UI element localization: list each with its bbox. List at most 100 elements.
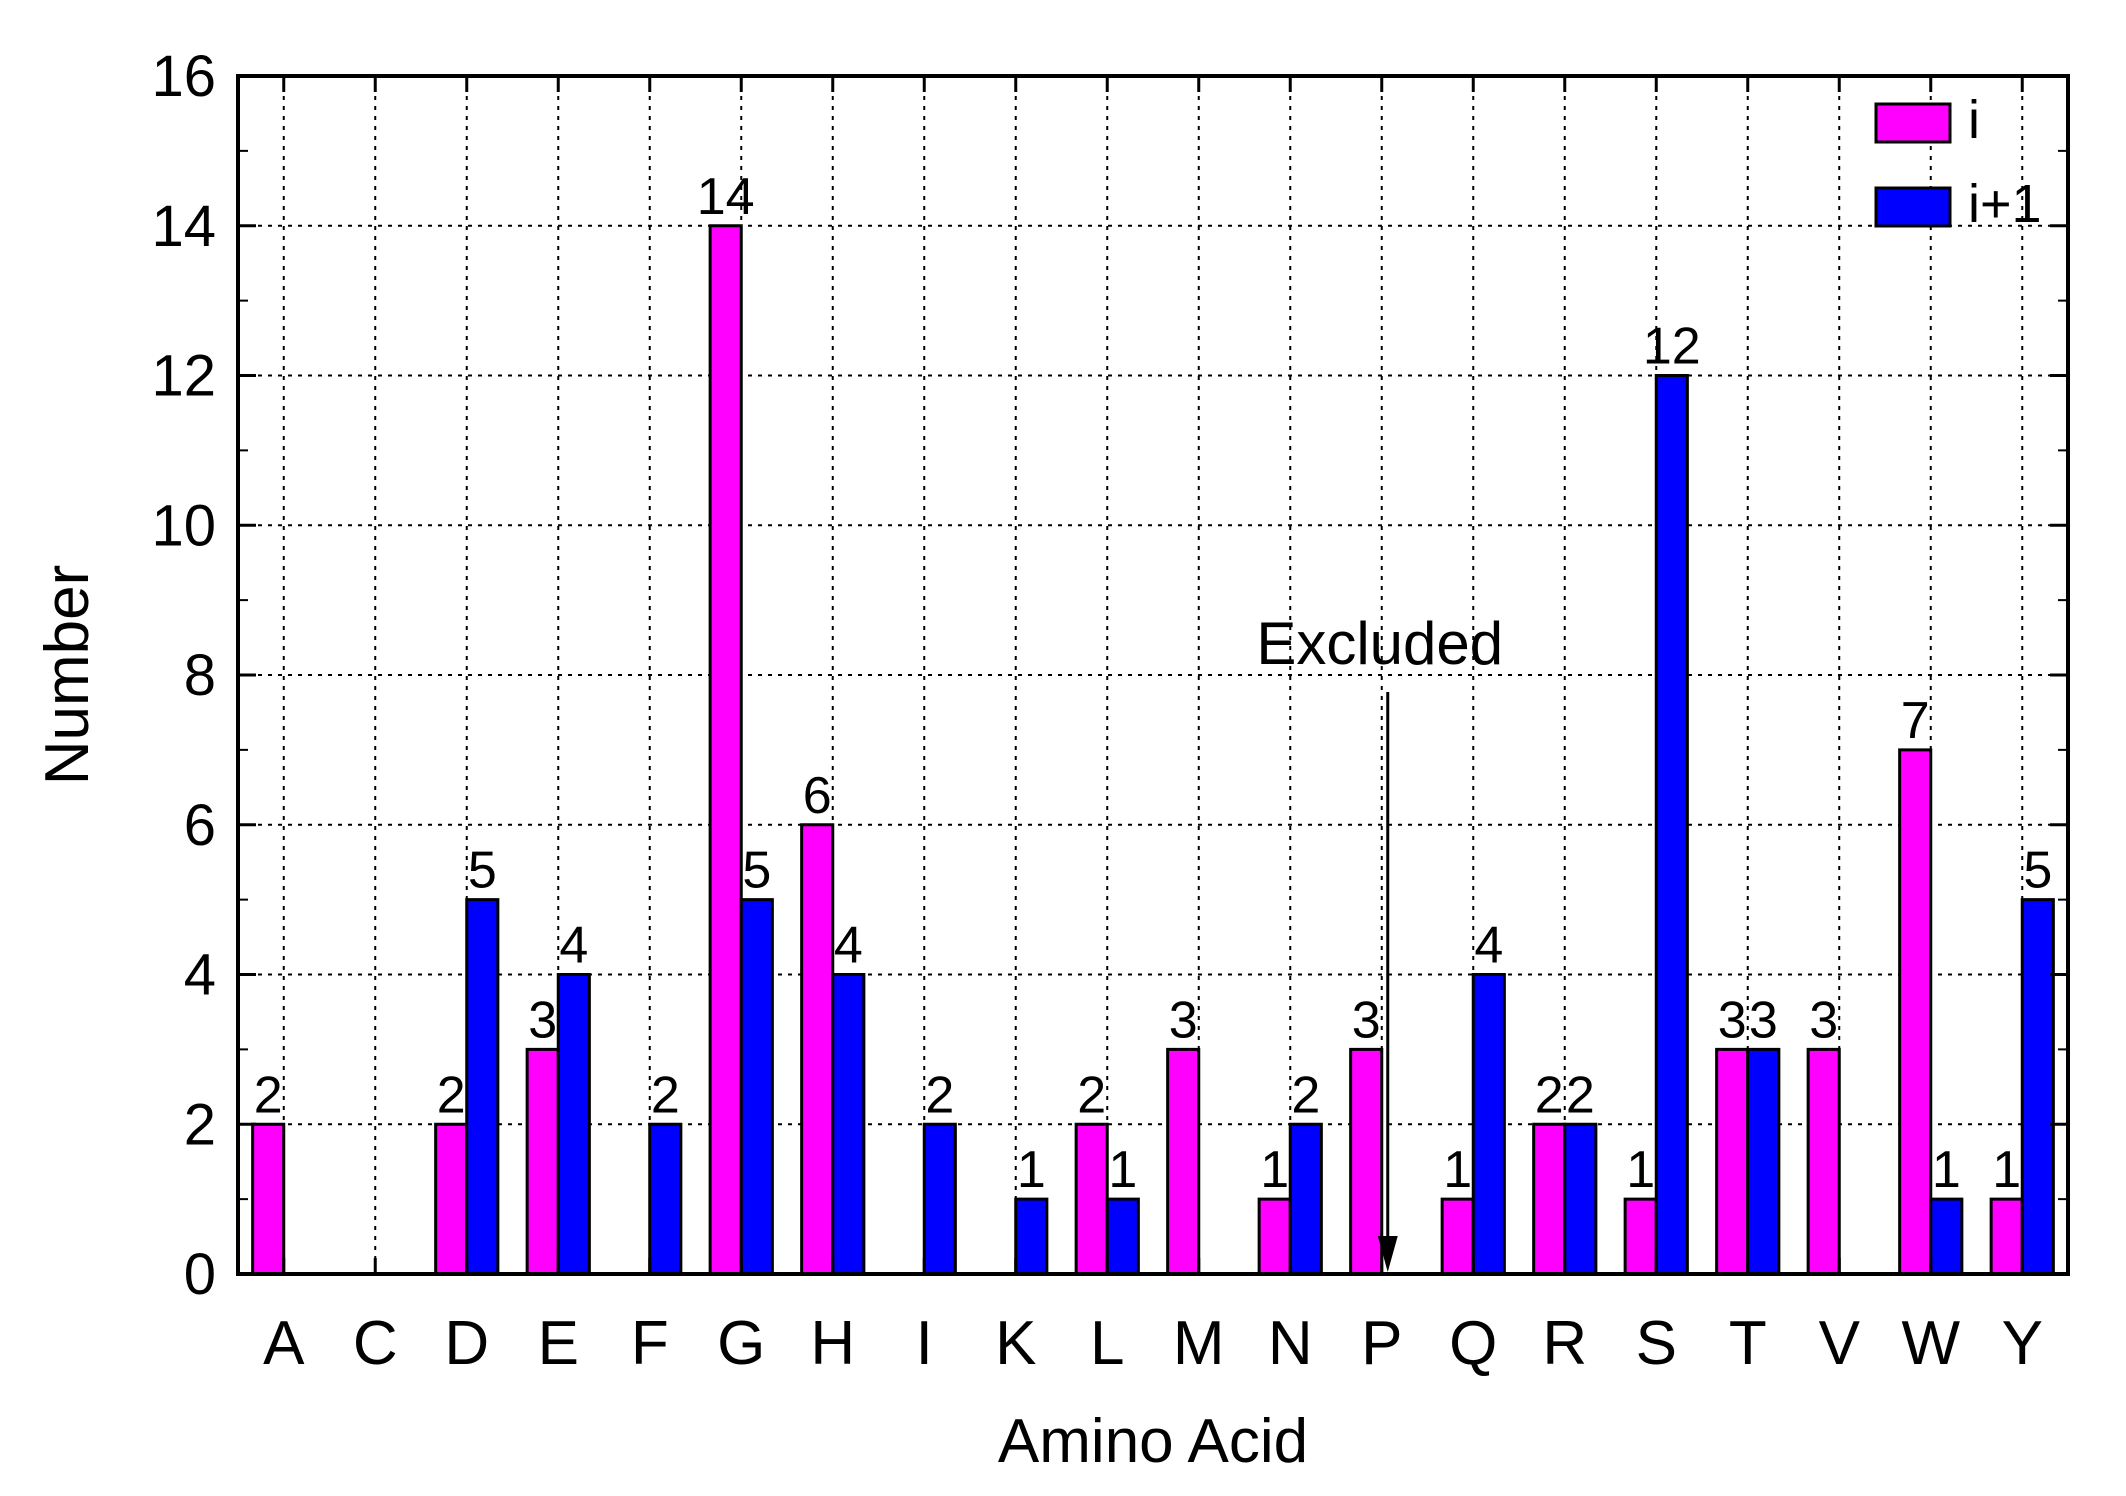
data-label: 3	[1749, 991, 1778, 1049]
data-label: 12	[1643, 318, 1701, 376]
data-label: 14	[697, 168, 755, 226]
data-label: 3	[1809, 991, 1838, 1049]
bar-i	[1532, 1122, 1567, 1276]
y-tick-label: 12	[151, 344, 216, 409]
x-tick-label: W	[1901, 1309, 1960, 1378]
data-label: 3	[1169, 991, 1198, 1049]
data-label: 2	[925, 1066, 954, 1124]
x-axis-title: Amino Acid	[998, 1407, 1308, 1476]
bar-i	[434, 1122, 469, 1276]
data-label: 7	[1901, 692, 1930, 750]
legend: i i+1	[1874, 90, 2042, 234]
bar-i-plus-1	[1014, 1197, 1049, 1276]
data-label: 4	[559, 917, 588, 975]
bar-i	[251, 1122, 286, 1276]
bar-i-plus-1	[1105, 1197, 1140, 1276]
x-tick-label: D	[444, 1309, 489, 1378]
x-tick-label: E	[538, 1309, 579, 1378]
bar-i	[1257, 1197, 1292, 1276]
x-tick-label: A	[263, 1309, 305, 1378]
x-tick-label: P	[1361, 1309, 1402, 1378]
bar-i-plus-1	[1654, 374, 1689, 1276]
x-tick-label: H	[810, 1309, 855, 1378]
bar-i	[1074, 1122, 1109, 1276]
x-tick-label: C	[353, 1309, 398, 1378]
bar-i-plus-1	[1563, 1122, 1598, 1276]
data-label: 1	[1626, 1141, 1655, 1199]
bar-i-plus-1	[1929, 1197, 1964, 1276]
data-label: 2	[1566, 1066, 1595, 1124]
data-label: 1	[1017, 1141, 1046, 1199]
y-tick-label: 2	[184, 1092, 216, 1157]
bar-i	[1166, 1047, 1201, 1276]
legend-swatch	[1874, 102, 1952, 144]
y-tick-label: 8	[184, 643, 216, 708]
plot-frame	[236, 74, 2070, 1276]
bar-i-plus-1	[739, 898, 774, 1276]
legend-label: i	[1968, 90, 1980, 150]
y-tick-label: 0	[184, 1242, 216, 1307]
x-tick-label: R	[1542, 1309, 1587, 1378]
bar-i	[525, 1047, 560, 1276]
data-label: 2	[437, 1066, 466, 1124]
bar-i	[708, 224, 743, 1276]
x-tick-label: M	[1173, 1309, 1225, 1378]
x-tick-label: I	[916, 1309, 933, 1378]
x-tick-label: G	[717, 1309, 765, 1378]
data-label: 1	[1260, 1141, 1289, 1199]
legend-swatch	[1874, 186, 1952, 228]
bar-i-plus-1	[465, 898, 500, 1276]
bar-i-plus-1	[648, 1122, 683, 1276]
bar-i-plus-1	[1288, 1122, 1323, 1276]
data-label: 1	[1932, 1141, 1961, 1199]
x-tick-label: Q	[1449, 1309, 1497, 1378]
data-label: 2	[1535, 1066, 1564, 1124]
bar-i	[1898, 748, 1933, 1276]
annotation: Excluded	[1256, 610, 1503, 1272]
annotation-label: Excluded	[1256, 610, 1503, 677]
data-label: 3	[1718, 991, 1747, 1049]
data-label: 2	[651, 1066, 680, 1124]
x-tick-label: L	[1090, 1309, 1124, 1378]
data-label: 3	[528, 991, 557, 1049]
bar-i-plus-1	[1746, 1047, 1781, 1276]
data-label: 5	[2023, 842, 2052, 900]
grid-lines	[238, 76, 2068, 1274]
y-tick-label: 14	[151, 194, 216, 259]
data-label: 4	[1474, 917, 1503, 975]
bar-i	[1440, 1197, 1475, 1276]
data-label: 2	[254, 1066, 283, 1124]
data-label: 1	[1992, 1141, 2021, 1199]
data-label: 3	[1352, 991, 1381, 1049]
data-label: 5	[468, 842, 497, 900]
y-tick-label: 6	[184, 793, 216, 858]
x-tick-label: K	[995, 1309, 1036, 1378]
data-label: 2	[1291, 1066, 1320, 1124]
x-tick-label: N	[1268, 1309, 1313, 1378]
x-tick-label: V	[1819, 1309, 1861, 1378]
bar-i	[1989, 1197, 2024, 1276]
data-label: 2	[1077, 1066, 1106, 1124]
bar-i-plus-1	[922, 1122, 957, 1276]
bar-i	[1349, 1047, 1384, 1276]
y-tick-label: 16	[151, 44, 216, 109]
bar-i	[1623, 1197, 1658, 1276]
bars	[251, 224, 2055, 1276]
bar-i-plus-1	[2020, 898, 2055, 1276]
x-tick-label: S	[1636, 1309, 1677, 1378]
x-tick-label: Y	[2002, 1309, 2043, 1378]
bar-i	[1715, 1047, 1750, 1276]
bar-i-plus-1	[831, 973, 866, 1276]
y-tick-label: 10	[151, 493, 216, 558]
bar-i-plus-1	[556, 973, 591, 1276]
y-axis-title: Number	[33, 565, 102, 786]
data-label: 1	[1443, 1141, 1472, 1199]
x-tick-label: T	[1729, 1309, 1767, 1378]
legend-label: i+1	[1968, 174, 2042, 234]
data-label: 5	[742, 842, 771, 900]
data-label: 6	[803, 767, 832, 825]
data-label: 4	[834, 917, 863, 975]
annotation-arrow-head	[1377, 1236, 1398, 1272]
